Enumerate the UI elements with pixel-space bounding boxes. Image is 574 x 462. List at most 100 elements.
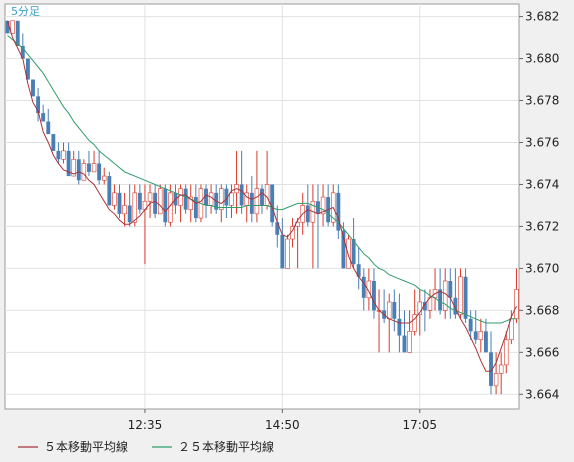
- candle-body-down: [20, 45, 25, 59]
- candle-body-down: [97, 163, 102, 181]
- candle-body-down: [356, 264, 361, 277]
- candle-body-down: [36, 96, 41, 114]
- candle-body-up: [285, 238, 290, 269]
- candle-body-down: [483, 331, 488, 353]
- candle-body-down: [107, 176, 112, 206]
- y-tick-label: 3.676: [525, 135, 559, 149]
- candle-body-down: [127, 205, 132, 223]
- candle-body-down: [25, 58, 30, 80]
- y-tick-label: 3.674: [525, 177, 559, 191]
- candle-body-down: [392, 301, 397, 319]
- legend-ma5-label: ５本移動平均線: [44, 439, 128, 454]
- candle-body-up: [81, 163, 87, 181]
- candle-body-up: [264, 184, 270, 206]
- y-tick-label: 3.678: [525, 94, 559, 108]
- candle-body-down: [448, 280, 453, 298]
- candlestick-series: [5, 20, 519, 395]
- candle-body-down: [270, 184, 275, 223]
- candle-body-up: [493, 373, 499, 387]
- candle-body-down: [422, 301, 427, 311]
- y-axis: 3.682 3.680 3.678 3.676 3.674 3.672 3.670 3.668…: [519, 10, 559, 401]
- candle-body-down: [372, 280, 376, 311]
- candle-body-down: [275, 222, 280, 235]
- candle-body-down: [341, 230, 346, 269]
- x-axis: 12:35 14:50 17:05: [128, 409, 437, 432]
- candle-body-up: [178, 188, 183, 206]
- candle-body-down: [76, 159, 81, 181]
- candle-body-up: [147, 192, 153, 202]
- candle-body-down: [468, 318, 473, 332]
- candle-body-down: [204, 188, 208, 206]
- candle-body-up: [91, 163, 97, 173]
- y-tick-label: 3.680: [525, 52, 559, 66]
- candle-body-down: [153, 192, 158, 214]
- candle-body-down: [117, 192, 122, 214]
- candle-body-down: [336, 192, 341, 231]
- candle-body-down: [66, 150, 71, 177]
- candle-body-up: [478, 331, 484, 341]
- candle-body-down: [51, 134, 56, 151]
- candle-body-down: [305, 205, 310, 223]
- candle-body-up: [101, 175, 107, 181]
- candle-body-down: [15, 20, 20, 46]
- candle-body-down: [56, 150, 61, 160]
- candle-body-down: [438, 289, 443, 311]
- legend-ma25-label: ２５本移動平均線: [178, 439, 274, 454]
- x-tick-label: 14:50: [265, 418, 300, 432]
- candle-body-up: [122, 205, 127, 215]
- candle-body-down: [361, 276, 366, 298]
- candle-body-down: [137, 192, 142, 210]
- candle-body-down: [260, 188, 264, 206]
- y-tick-label: 3.664: [525, 387, 559, 401]
- x-tick-label: 12:35: [128, 418, 163, 432]
- candle-body-down: [193, 197, 198, 219]
- candle-body-up: [320, 196, 326, 215]
- candle-body-down: [5, 20, 10, 34]
- candle-body-down: [46, 121, 51, 135]
- y-tick-label: 3.672: [525, 219, 559, 233]
- candle-body-up: [458, 276, 463, 315]
- candle-body-up: [208, 192, 214, 206]
- candle-body-up: [188, 196, 193, 210]
- candle-body-down: [239, 184, 244, 206]
- candle-body-down: [453, 297, 458, 315]
- candle-body-up: [10, 20, 15, 34]
- candle-body-down: [397, 318, 402, 336]
- candle-body-up: [132, 192, 138, 223]
- y-tick-label: 3.682: [525, 10, 559, 24]
- x-tick-label: 17:05: [402, 418, 437, 432]
- candle-body-down: [463, 276, 468, 319]
- ma5-line: [7, 20, 517, 372]
- candle-body-down: [224, 188, 229, 206]
- candle-body-up: [254, 188, 260, 215]
- candle-body-up: [514, 289, 519, 320]
- y-tick-label: 3.670: [525, 261, 559, 275]
- candle-body-up: [71, 158, 76, 177]
- candle-body-down: [249, 192, 254, 214]
- candle-body-up: [229, 192, 234, 206]
- candle-body-down: [31, 79, 35, 97]
- candle-body-up: [442, 280, 448, 311]
- candle-body-down: [489, 352, 493, 386]
- candle-body-up: [157, 188, 163, 215]
- candle-body-down: [41, 113, 46, 122]
- candle-body-up: [366, 280, 372, 299]
- y-tick-label: 3.668: [525, 303, 559, 317]
- grid-lines: [5, 4, 519, 409]
- candle-body-down: [163, 188, 168, 223]
- candle-body-down: [280, 234, 285, 269]
- candle-body-down: [351, 239, 356, 265]
- legend: ５本移動平均線 ２５本移動平均線: [18, 439, 274, 454]
- candle-body-up: [504, 339, 509, 366]
- candle-body-up: [412, 314, 417, 332]
- candle-body-up: [386, 301, 392, 320]
- candle-body-up: [219, 188, 224, 210]
- candle-body-down: [183, 188, 188, 210]
- candle-body-down: [402, 335, 407, 353]
- candle-body-up: [346, 238, 351, 269]
- candle-body-up: [112, 192, 117, 206]
- candle-body-up: [407, 331, 412, 353]
- candle-body-up: [417, 301, 423, 315]
- candle-body-down: [473, 331, 478, 340]
